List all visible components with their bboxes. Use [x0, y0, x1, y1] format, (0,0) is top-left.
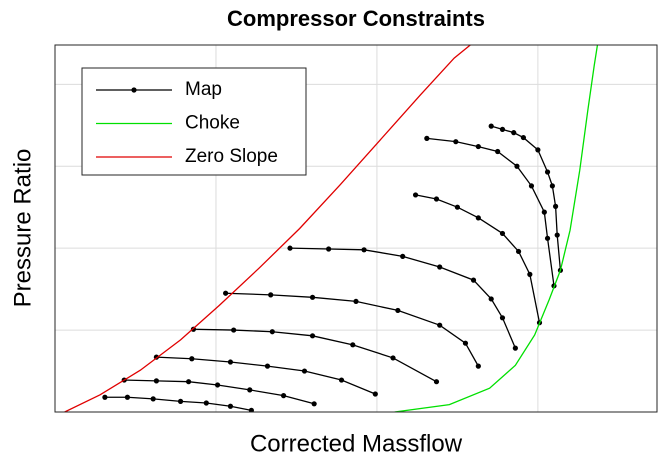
marker: [231, 327, 237, 333]
marker: [338, 377, 345, 383]
marker: [203, 400, 209, 406]
marker: [544, 235, 551, 241]
series-line: [64, 45, 471, 412]
marker: [268, 292, 274, 298]
marker: [309, 333, 316, 339]
marker: [185, 379, 192, 385]
marker: [462, 340, 469, 346]
marker: [390, 355, 396, 361]
legend-label: Zero Slope: [185, 146, 278, 167]
marker: [520, 134, 527, 141]
marker: [552, 203, 559, 209]
marker: [326, 246, 332, 252]
marker: [495, 148, 501, 155]
marker: [400, 253, 406, 259]
chart-title: Compressor Constraints: [227, 6, 485, 31]
y-axis-label: Pressure Ratio: [9, 149, 36, 308]
marker: [269, 329, 275, 335]
marker: [412, 192, 419, 198]
marker: [527, 271, 533, 277]
marker: [227, 403, 234, 409]
marker: [488, 296, 494, 302]
marker: [541, 209, 547, 215]
marker: [214, 382, 221, 388]
marker: [227, 359, 234, 365]
series-line: [394, 45, 599, 412]
marker: [514, 163, 520, 169]
marker: [309, 294, 316, 300]
marker: [264, 363, 271, 369]
marker: [549, 183, 555, 189]
marker: [470, 277, 477, 283]
marker: [499, 126, 506, 132]
marker: [437, 322, 443, 328]
legend: Map Choke Zero Slope: [81, 67, 307, 176]
marker: [311, 401, 317, 407]
marker: [475, 363, 481, 369]
x-axis-label: Corrected Massflow: [250, 430, 463, 457]
marker: [515, 248, 522, 255]
marker: [475, 215, 481, 221]
marker: [535, 147, 541, 153]
marker: [424, 135, 430, 141]
marker: [554, 232, 560, 238]
marker: [350, 342, 356, 348]
marker: [453, 139, 459, 145]
legend-label: Choke: [185, 113, 240, 134]
marker: [102, 394, 108, 400]
marker: [454, 204, 461, 210]
marker: [544, 169, 551, 175]
marker: [247, 387, 253, 393]
marker: [287, 245, 293, 251]
marker: [353, 298, 359, 305]
marker: [528, 183, 535, 189]
marker: [499, 230, 506, 237]
legend-marker: [131, 87, 137, 93]
marker: [153, 378, 160, 384]
marker: [301, 368, 308, 374]
marker: [475, 143, 481, 150]
marker: [433, 196, 440, 202]
plot-area: [64, 45, 599, 412]
marker: [223, 290, 229, 296]
marker: [280, 393, 287, 399]
legend-label: Map: [185, 79, 222, 100]
marker: [488, 123, 494, 129]
axes-box: [54, 44, 658, 413]
marker: [511, 130, 517, 136]
marker: [124, 394, 131, 400]
marker: [512, 345, 518, 351]
marker: [361, 247, 367, 253]
marker: [499, 315, 506, 321]
marker: [433, 379, 440, 385]
marker: [177, 398, 184, 404]
marker: [395, 307, 401, 314]
marker: [372, 391, 378, 397]
marker: [248, 407, 254, 412]
marker: [437, 264, 443, 270]
marker: [150, 396, 156, 402]
marker: [189, 356, 195, 362]
